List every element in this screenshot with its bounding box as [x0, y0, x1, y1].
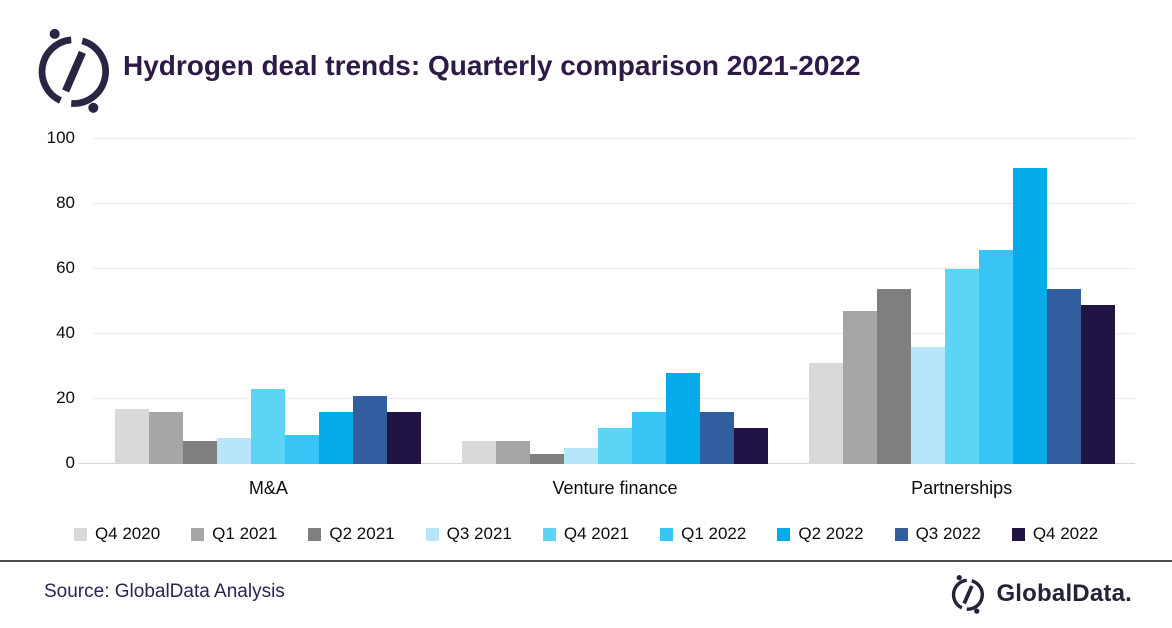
bar-q4-2021 [251, 389, 286, 464]
legend-item-q1-2022: Q1 2022 [660, 524, 746, 544]
legend-item-q2-2022: Q2 2022 [777, 524, 864, 544]
bar-q1-2022 [632, 412, 666, 464]
bar-q2-2022 [319, 412, 354, 464]
bar-q3-2021 [564, 447, 598, 464]
legend-label: Q4 2021 [563, 524, 630, 543]
legend-label: Q1 2022 [681, 524, 747, 543]
bar-q1-2021 [496, 441, 530, 464]
legend-swatch-icon [660, 527, 674, 541]
y-tick-label-80: 80 [56, 193, 75, 212]
bar-group-venture-finance [442, 139, 789, 464]
legend-item-q3-2022: Q3 2022 [894, 524, 981, 544]
footer-divider [0, 560, 1172, 562]
gridline-80 [93, 203, 1135, 204]
legend-swatch-icon [73, 527, 87, 541]
legend-label: Q3 2021 [446, 524, 512, 543]
page-title: Hydrogen deal trends: Quarterly comparis… [123, 50, 861, 81]
bar-q3-2021 [217, 438, 252, 464]
bar-q2-2022 [666, 373, 700, 464]
legend-swatch-icon [308, 527, 322, 541]
gridline-20 [93, 398, 1135, 399]
x-category-label: Partnerships [911, 478, 1013, 498]
chart-legend: Q4 2020 Q1 2021 Q2 2021 Q3 2021 Q4 2021 Q1 20… [0, 524, 1172, 544]
bar-q1-2022 [978, 249, 1013, 464]
bar-q2-2022 [1012, 168, 1047, 464]
legend-swatch-icon [425, 527, 439, 541]
bar-q4-2022 [387, 412, 422, 464]
bar-q3-2022 [353, 395, 388, 464]
bar-q4-2022 [734, 428, 768, 464]
gridline-60 [93, 268, 1135, 269]
bar-chart-plot-area: 0 20 40 60 80 100 [47, 128, 1135, 472]
bar-q4-2020 [462, 441, 496, 464]
x-axis-category-labels: M&A Venture finance Partnerships [95, 478, 1135, 499]
bar-q4-2022 [1080, 304, 1115, 464]
bar-q1-2021 [149, 412, 184, 464]
legend-swatch-icon [777, 527, 791, 541]
bar-q3-2022 [1046, 288, 1081, 464]
gridline-40 [93, 333, 1135, 334]
legend-label: Q4 2022 [1032, 524, 1099, 543]
bar-group-m-a [95, 139, 442, 464]
source-text: Source: GlobalData Analysis [44, 581, 285, 602]
bar-q4-2020 [808, 363, 843, 464]
bar-q4-2020 [115, 408, 150, 464]
legend-item-q1-2021: Q1 2021 [191, 524, 277, 544]
bars-area [95, 139, 1135, 464]
bar-q2-2021 [876, 288, 911, 464]
bar-q3-2021 [910, 347, 945, 464]
legend-swatch-icon [191, 527, 205, 541]
legend-item-q4-2020: Q4 2020 [73, 524, 161, 544]
legend-item-q2-2021: Q2 2021 [308, 524, 395, 544]
bar-group-partnerships [788, 139, 1135, 464]
legend-swatch-icon [542, 527, 556, 541]
legend-label: Q2 2021 [329, 524, 395, 543]
y-tick-label-40: 40 [56, 323, 75, 342]
gridline-100 [93, 138, 1135, 139]
bar-q1-2022 [285, 434, 320, 464]
bar-q1-2021 [842, 311, 877, 464]
legend-item-q4-2022: Q4 2022 [1011, 524, 1099, 544]
legend-item-q3-2021: Q3 2021 [425, 524, 512, 544]
bar-q4-2021 [944, 269, 979, 464]
bar-q2-2021 [530, 454, 564, 464]
x-category-label: Venture finance [552, 478, 678, 498]
x-category-label: M&A [248, 478, 288, 498]
legend-label: Q4 2020 [94, 524, 161, 543]
bar-q4-2021 [598, 428, 632, 464]
footer-brand: GlobalData. [949, 574, 1132, 614]
legend-swatch-icon [1011, 527, 1025, 541]
globaldata-logo-icon [38, 28, 109, 113]
bar-q2-2021 [183, 441, 218, 464]
y-tick-label-60: 60 [56, 258, 75, 277]
globaldata-brand-icon [952, 575, 985, 614]
legend-label: Q1 2021 [212, 524, 278, 543]
y-tick-label-100: 100 [46, 128, 75, 147]
y-tick-label-20: 20 [56, 388, 75, 407]
legend-swatch-icon [894, 527, 908, 541]
legend-label: Q2 2022 [798, 524, 864, 543]
footer-brand-text: GlobalData. [996, 580, 1132, 607]
legend-item-q4-2021: Q4 2021 [542, 524, 630, 544]
legend-label: Q3 2022 [915, 524, 981, 543]
bar-q3-2022 [700, 412, 734, 464]
y-tick-label-0: 0 [65, 453, 75, 472]
